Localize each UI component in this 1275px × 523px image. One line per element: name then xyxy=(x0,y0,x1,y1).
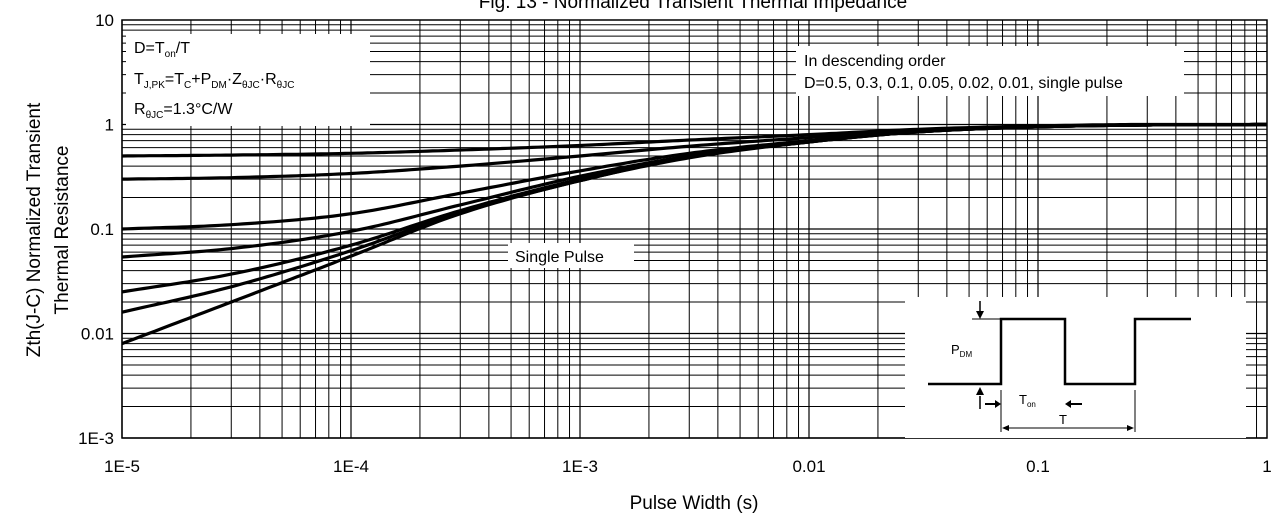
inset-background xyxy=(905,297,1246,438)
y-tick-label: 1E-3 xyxy=(78,429,114,448)
y-tick-label: 0.1 xyxy=(90,220,114,239)
x-tick-label: 1 xyxy=(1262,457,1271,476)
order-list: D=0.5, 0.3, 0.1, 0.05, 0.02, 0.01, singl… xyxy=(804,75,1123,92)
order-title: In descending order xyxy=(804,53,946,70)
single-pulse-tag: Single Pulse xyxy=(508,243,634,268)
y-tick-labels: 1E-3 0.01 0.1 1 10 xyxy=(78,11,114,448)
y-axis-label-line1: Zth(J-C) Normalized Transient xyxy=(24,102,45,357)
x-tick-label: 1E-4 xyxy=(333,457,369,476)
x-axis-label: Pulse Width (s) xyxy=(630,493,759,514)
chart-title: Fig. 13 - Normalized Transient Thermal I… xyxy=(479,0,907,13)
y-tick-label: 0.01 xyxy=(81,325,114,344)
y-tick-label: 1 xyxy=(105,116,114,135)
x-tick-label: 0.01 xyxy=(792,457,825,476)
series-line-4 xyxy=(122,125,1267,292)
pulse-waveform-inset: PDM Ton T xyxy=(905,297,1246,438)
x-tick-label: 1E-3 xyxy=(562,457,598,476)
x-tick-label: 1E-5 xyxy=(104,457,140,476)
order-box: In descending order D=0.5, 0.3, 0.1, 0.0… xyxy=(796,46,1184,96)
x-tick-label: 0.1 xyxy=(1026,457,1050,476)
single-pulse-label: Single Pulse xyxy=(515,249,604,266)
y-axis-label-line2: Thermal Resistance xyxy=(52,146,73,315)
period-label: T xyxy=(1059,412,1067,427)
x-tick-labels: 1E-5 1E-4 1E-3 0.01 0.1 1 xyxy=(104,457,1272,476)
y-tick-label: 10 xyxy=(95,11,114,30)
formula-box: D=Ton/T TJ,PK=TC+PDM·ZθJC·RθJC RθJC=1.3°… xyxy=(126,34,370,126)
